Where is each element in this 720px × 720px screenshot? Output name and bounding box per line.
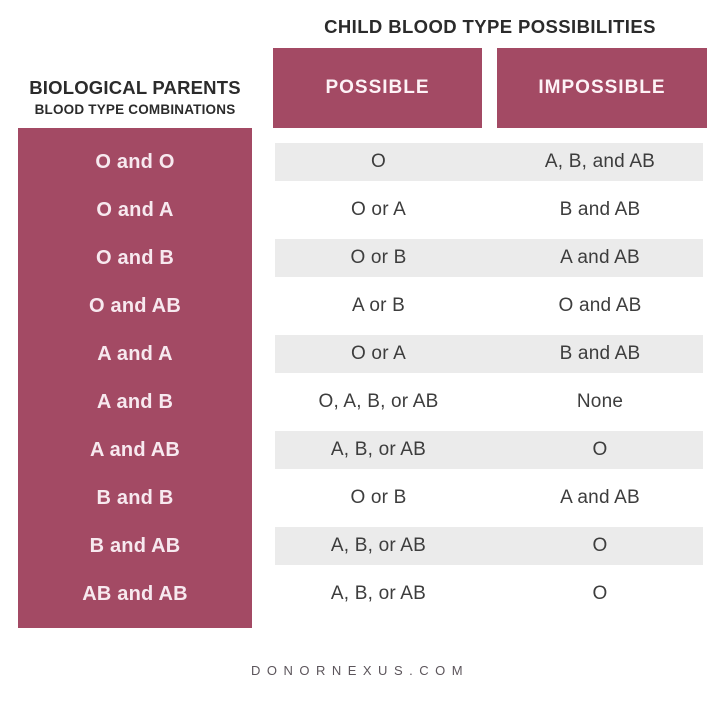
cell-spacer: [482, 431, 497, 469]
row-band: A, B, or AB O: [275, 575, 703, 613]
column-header-impossible: IMPOSSIBLE: [497, 48, 707, 128]
table-row: O and A O or A B and AB: [18, 186, 707, 234]
possible-cell: A or B: [352, 295, 405, 316]
row-band: O A, B, and AB: [275, 143, 703, 181]
row-group-header-line1: BIOLOGICAL PARENTS: [29, 77, 241, 98]
impossible-cell: B and AB: [559, 199, 641, 220]
table-row: AB and AB A, B, or AB O: [18, 570, 707, 618]
possible-cell: A, B, or AB: [330, 439, 427, 460]
possible-cell: O or B: [350, 487, 407, 508]
impossible-cell: A and AB: [560, 247, 640, 268]
impossible-cell: B and AB: [559, 343, 641, 364]
parents-combination-label: B and B: [96, 486, 174, 509]
impossible-cell: A and AB: [560, 487, 640, 508]
possible-cell: O: [371, 151, 386, 172]
impossible-cell: O: [592, 439, 608, 460]
possible-cell: O or A: [350, 343, 407, 364]
cell-spacer: [482, 479, 497, 517]
row-band: O or B A and AB: [275, 239, 703, 277]
page-title: CHILD BLOOD TYPE POSSIBILITIES: [324, 16, 656, 37]
table-row: A and AB A, B, or AB O: [18, 426, 707, 474]
parents-combination-label: O and B: [95, 246, 175, 269]
table-row: O and B O or B A and AB: [18, 234, 707, 282]
parents-combination-label: A and AB: [89, 438, 181, 461]
parents-combination-label: O and AB: [89, 294, 181, 317]
cell-spacer: [482, 143, 497, 181]
table-body: O and O O A, B, and AB O and A O or A B and A…: [18, 138, 707, 618]
table-row: A and B O, A, B, or AB None: [18, 378, 707, 426]
cell-spacer: [482, 527, 497, 565]
possible-cell: O, A, B, or AB: [318, 391, 439, 412]
row-band: A or B O and AB: [275, 287, 703, 325]
parents-combination-label: O and A: [96, 198, 174, 221]
cell-spacer: [482, 575, 497, 613]
row-group-header: BIOLOGICAL PARENTS BLOOD TYPE COMBINATIO…: [10, 76, 260, 119]
impossible-cell: A, B, and AB: [544, 151, 656, 172]
parents-combination-label: B and AB: [89, 534, 181, 557]
parents-combination-label: O and O: [95, 150, 175, 173]
possible-cell: A, B, or AB: [330, 535, 427, 556]
website-footer: DONORNEXUS.COM: [250, 663, 470, 678]
impossible-cell: O: [592, 535, 608, 556]
impossible-cell: O: [592, 583, 608, 604]
row-band: O or B A and AB: [275, 479, 703, 517]
cell-spacer: [482, 239, 497, 277]
table-row: B and B O or B A and AB: [18, 474, 707, 522]
row-band: O or A B and AB: [275, 335, 703, 373]
row-group-header-line2: BLOOD TYPE COMBINATIONS: [34, 102, 236, 118]
row-band: O or A B and AB: [275, 191, 703, 229]
impossible-cell: O and AB: [558, 295, 642, 316]
cell-spacer: [482, 383, 497, 421]
row-band: A, B, or AB O: [275, 527, 703, 565]
row-band: A, B, or AB O: [275, 431, 703, 469]
possible-cell: O or B: [350, 247, 407, 268]
table-row: O and AB A or B O and AB: [18, 282, 707, 330]
parents-combination-label: A and B: [96, 390, 174, 413]
row-band: O, A, B, or AB None: [275, 383, 703, 421]
possible-cell: A, B, or AB: [330, 583, 427, 604]
table-row: A and A O or A B and AB: [18, 330, 707, 378]
parents-combination-label: AB and AB: [82, 582, 188, 605]
cell-spacer: [482, 191, 497, 229]
table-row: B and AB A, B, or AB O: [18, 522, 707, 570]
parents-combination-label: A and A: [97, 342, 173, 365]
impossible-cell: None: [576, 391, 624, 412]
table-row: O and O O A, B, and AB: [18, 138, 707, 186]
parent-combinations-block: [18, 128, 252, 628]
cell-spacer: [482, 335, 497, 373]
cell-spacer: [482, 287, 497, 325]
column-header-possible: POSSIBLE: [273, 48, 482, 128]
possible-cell: O or A: [350, 199, 407, 220]
